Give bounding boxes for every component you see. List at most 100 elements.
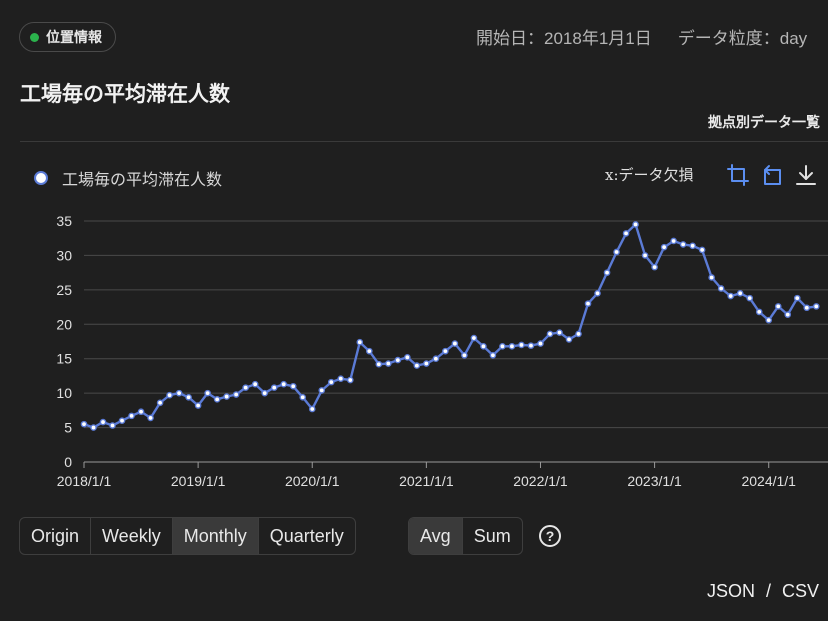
data-point: [613, 248, 620, 256]
data-point: [175, 389, 183, 397]
data-point: [346, 376, 354, 384]
data-point: [784, 311, 792, 318]
data-point: [166, 391, 173, 399]
data-point: [194, 402, 202, 409]
data-point: [232, 391, 240, 398]
data-point: [480, 343, 487, 350]
data-point: [793, 294, 801, 302]
export-links: JSON / CSV: [707, 581, 819, 602]
data-point: [584, 300, 592, 307]
data-point: [432, 355, 440, 363]
y-tick-label: 30: [56, 247, 72, 263]
data-point: [356, 338, 364, 346]
badge-label: 位置情報: [46, 29, 102, 45]
origin-button[interactable]: Origin: [20, 518, 90, 554]
data-point: [575, 330, 582, 338]
location-info-badge: 位置情報: [19, 22, 116, 52]
data-point: [746, 294, 754, 302]
site-data-list-link[interactable]: 拠点別データ一覧: [708, 114, 820, 130]
weekly-button[interactable]: Weekly: [90, 518, 172, 554]
data-point: [90, 424, 97, 431]
data-point: [109, 422, 116, 429]
data-point: [679, 241, 687, 248]
data-point: [394, 356, 402, 364]
data-point: [213, 396, 221, 403]
x-tick-label: 2020/1/1: [285, 473, 340, 489]
chart-legend[interactable]: 工場毎の平均滞在人数: [34, 166, 222, 190]
quarterly-button[interactable]: Quarterly: [257, 518, 355, 554]
data-point: [242, 384, 249, 391]
data-point: [308, 405, 316, 413]
help-icon[interactable]: ?: [539, 525, 561, 547]
avg-button[interactable]: Avg: [409, 518, 462, 554]
data-point: [156, 399, 164, 407]
divider: [20, 141, 828, 142]
monthly-button[interactable]: Monthly: [171, 518, 258, 554]
data-point: [451, 340, 459, 347]
rotate-icon[interactable]: [760, 163, 784, 187]
data-point: [556, 329, 563, 336]
export-separator: /: [766, 581, 772, 601]
data-point: [375, 360, 383, 368]
data-point: [385, 360, 392, 367]
crop-icon[interactable]: [726, 163, 750, 187]
data-point: [565, 336, 573, 343]
data-point: [261, 389, 268, 397]
data-point: [289, 382, 297, 390]
data-point: [499, 343, 506, 350]
data-point: [755, 308, 763, 316]
data-point: [660, 243, 668, 251]
y-tick-label: 10: [56, 385, 72, 401]
data-point: [185, 393, 192, 401]
start-date: 開始日：2018年1月1日: [476, 29, 652, 48]
data-point: [774, 303, 782, 310]
period-button-group: Origin Weekly Monthly Quarterly: [19, 517, 356, 555]
x-tick-label: 2023/1/1: [627, 473, 682, 489]
data-point: [147, 414, 154, 422]
data-point: [204, 389, 211, 397]
y-tick-label: 15: [56, 351, 72, 367]
data-point: [603, 269, 611, 276]
data-point: [470, 334, 478, 342]
data-point: [223, 393, 230, 400]
data-point: [128, 412, 135, 420]
data-point: [812, 303, 820, 310]
data-point: [641, 252, 649, 259]
data-point: [632, 221, 639, 228]
data-point: [327, 378, 335, 386]
download-icon[interactable]: [794, 163, 818, 187]
data-point: [299, 393, 307, 401]
data-point: [137, 408, 145, 416]
y-tick-label: 35: [56, 213, 72, 229]
legend-marker-icon: [34, 171, 48, 185]
data-point: [594, 290, 601, 297]
sum-button[interactable]: Sum: [461, 518, 522, 554]
page-title: 工場毎の平均滞在人数: [20, 83, 230, 106]
data-point: [727, 292, 734, 300]
data-point: [365, 347, 373, 355]
data-point: [280, 380, 288, 388]
data-point: [318, 387, 326, 394]
data-point: [803, 304, 811, 312]
status-dot-icon: [30, 32, 39, 42]
x-tick-label: 2021/1/1: [399, 473, 454, 489]
granularity: データ粒度：day: [677, 29, 808, 48]
data-point: [80, 420, 88, 428]
data-point: [689, 242, 696, 250]
line-chart: 0 5 10 15 20 25 30 35 2018/1/1 2019/1/1 2020/1/1 20…: [56, 213, 828, 489]
data-point: [765, 316, 773, 324]
legend-label: 工場毎の平均滞在人数: [62, 172, 223, 189]
series-line: [83, 223, 817, 429]
data-point: [708, 274, 715, 281]
data-point: [423, 360, 430, 367]
csv-export-link[interactable]: CSV: [782, 581, 820, 601]
data-point: [118, 417, 126, 424]
data-point: [546, 330, 554, 338]
x-tick-label: 2019/1/1: [171, 473, 226, 489]
data-point: [736, 290, 744, 297]
y-tick-label: 25: [56, 282, 72, 298]
json-export-link[interactable]: JSON: [707, 581, 756, 601]
missing-data-label: x:データ欠損: [605, 166, 694, 184]
data-point: [489, 351, 497, 359]
data-point: [537, 340, 544, 347]
